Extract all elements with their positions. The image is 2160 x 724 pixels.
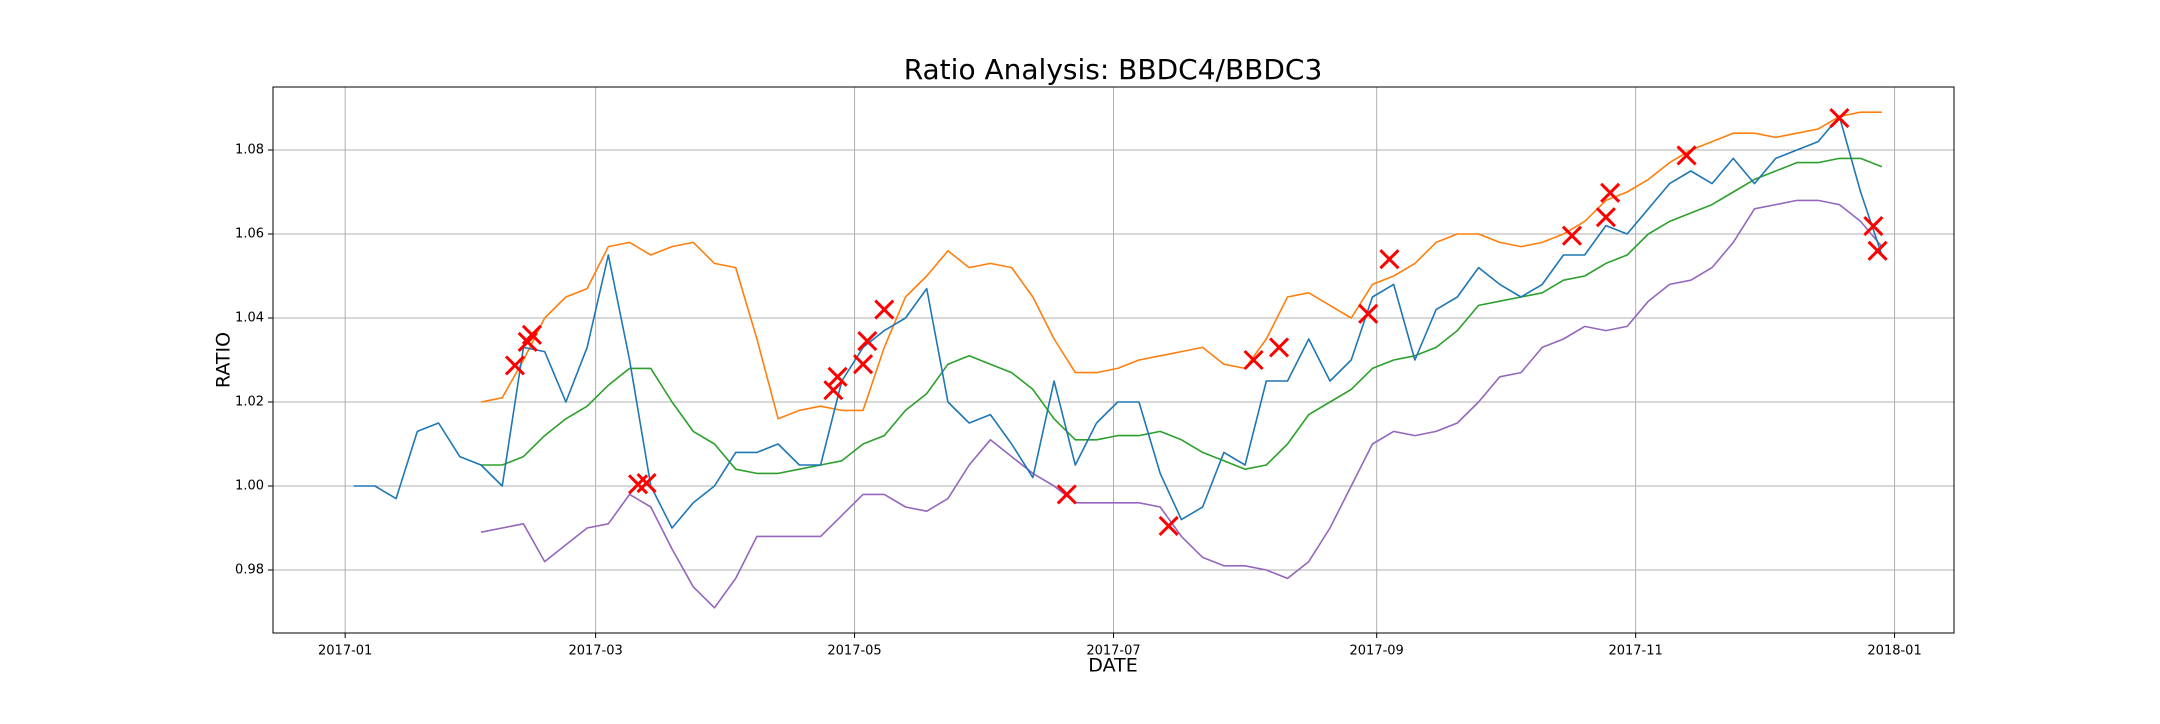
x-tick-label: 2018-01 <box>1867 644 1921 659</box>
x-tick-label: 2017-03 <box>568 644 622 659</box>
x-axis-label: DATE <box>1088 655 1137 677</box>
signal-marker <box>1595 207 1616 228</box>
signal-marker <box>857 331 878 352</box>
signal-marker <box>874 299 895 320</box>
x-tick-label: 2017-07 <box>1086 644 1140 659</box>
x-tick-label: 2017-01 <box>318 644 372 659</box>
x-tick-label: 2017-09 <box>1350 644 1404 659</box>
plot-frame <box>272 86 1955 634</box>
signal-marker <box>1158 515 1179 536</box>
signal-marker <box>852 354 874 375</box>
signal-marker <box>636 472 657 494</box>
signal-marker <box>521 324 543 345</box>
signal-marker <box>1243 349 1264 371</box>
series-line <box>480 111 1882 420</box>
signal-marker <box>1867 240 1888 261</box>
y-tick-label: 1.02 <box>235 395 264 410</box>
y-tick-label: 0.98 <box>235 563 264 578</box>
y-tick-label: 1.06 <box>235 227 264 242</box>
signal-marker <box>1056 484 1077 505</box>
y-tick-label: 1.00 <box>235 479 264 494</box>
signal-marker <box>1379 249 1400 270</box>
x-tick-label: 2017-11 <box>1608 644 1662 659</box>
series-line <box>353 115 1883 529</box>
series-line <box>481 157 1883 475</box>
series-line <box>480 199 1883 609</box>
signal-marker <box>1358 303 1379 324</box>
signal-marker <box>1268 337 1290 358</box>
signal-marker <box>1600 182 1621 203</box>
signal-marker <box>1863 215 1884 237</box>
signal-marker <box>504 355 526 376</box>
signal-marker <box>628 474 649 495</box>
signal-marker <box>823 380 844 401</box>
signal-marker <box>1829 108 1850 129</box>
y-tick-label: 1.08 <box>235 143 264 158</box>
signal-marker <box>827 366 848 387</box>
signal-marker <box>1676 145 1697 166</box>
y-axis-label: RATIO <box>213 332 235 388</box>
signal-marker <box>1561 225 1583 246</box>
x-tick-label: 2017-05 <box>827 644 881 659</box>
chart-title: Ratio Analysis: BBDC4/BBDC3 <box>904 53 1323 86</box>
y-tick-label: 1.04 <box>235 311 264 326</box>
